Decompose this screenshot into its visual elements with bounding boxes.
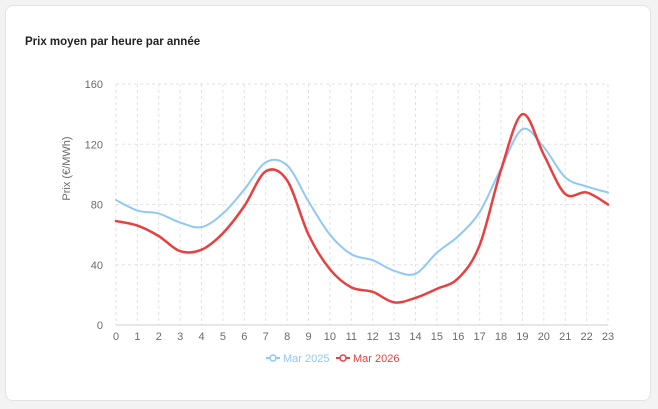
y-tick-label: 0 bbox=[97, 320, 103, 332]
y-tick-label: 80 bbox=[91, 200, 103, 212]
x-tick-label: 14 bbox=[409, 331, 421, 343]
x-tick-label: 4 bbox=[199, 331, 205, 343]
x-tick-label: 2 bbox=[156, 331, 162, 343]
x-tick-label: 10 bbox=[324, 331, 336, 343]
x-tick-label: 3 bbox=[177, 331, 183, 343]
x-tick-label: 16 bbox=[452, 331, 464, 343]
series-line-1 bbox=[115, 127, 609, 276]
x-tick-label: 1 bbox=[134, 331, 140, 343]
x-tick-label: 9 bbox=[305, 331, 311, 343]
x-tick-label: 15 bbox=[431, 331, 443, 343]
legend-marker-1 bbox=[269, 354, 277, 362]
x-tick-label: 11 bbox=[346, 331, 357, 343]
x-tick-label: 6 bbox=[241, 331, 247, 343]
legend-label-1: Mar 2025 bbox=[283, 353, 329, 365]
y-tick-label: 160 bbox=[85, 79, 103, 91]
series-line-2 bbox=[114, 112, 610, 304]
x-tick-label: 21 bbox=[559, 331, 571, 343]
y-tick-label: 120 bbox=[85, 139, 103, 151]
x-tick-label: 19 bbox=[516, 331, 528, 343]
x-tick-label: 7 bbox=[263, 331, 269, 343]
x-tick-label: 8 bbox=[284, 331, 290, 343]
x-tick-label: 0 bbox=[113, 331, 119, 343]
x-tick-label: 22 bbox=[580, 331, 592, 343]
legend-marker-2 bbox=[339, 354, 347, 362]
x-tick-label: 12 bbox=[367, 331, 379, 343]
y-tick-label: 40 bbox=[91, 260, 103, 272]
x-tick-label: 20 bbox=[538, 331, 550, 343]
chart-title: Prix moyen par heure par année bbox=[25, 36, 201, 48]
x-tick-label: 23 bbox=[602, 331, 614, 343]
x-tick-label: 18 bbox=[495, 331, 507, 343]
legend-label-2: Mar 2026 bbox=[353, 353, 399, 365]
x-tick-label: 5 bbox=[220, 331, 226, 343]
chart-card: Prix moyen par heure par année bbox=[5, 5, 651, 401]
x-tick-label: 13 bbox=[388, 331, 400, 343]
y-axis-label: Prix (€/MWh) bbox=[61, 136, 73, 200]
x-tick-label: 17 bbox=[474, 331, 486, 343]
